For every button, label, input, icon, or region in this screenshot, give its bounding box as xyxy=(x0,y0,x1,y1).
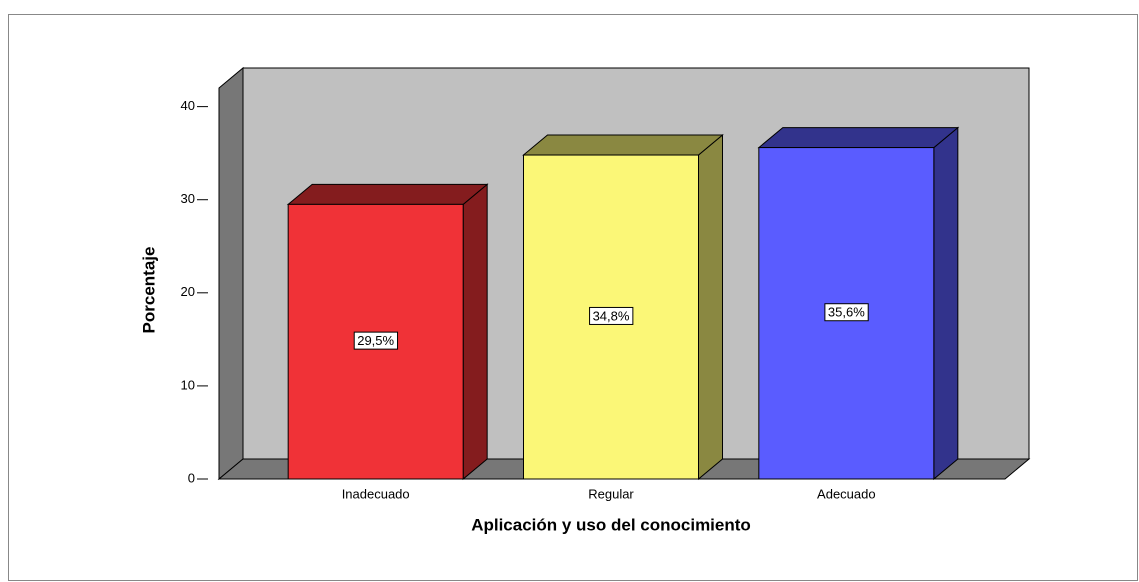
bar-side xyxy=(933,126,959,481)
y-tick-label: 40 xyxy=(181,98,195,113)
bar-side xyxy=(698,133,723,481)
value-label: 34,8% xyxy=(593,308,630,323)
bar-side xyxy=(462,183,488,481)
value-label: 35,6% xyxy=(828,305,865,320)
y-tick-label: 20 xyxy=(181,284,195,299)
value-label-box xyxy=(824,303,869,322)
bar-top xyxy=(757,127,960,149)
side-wall xyxy=(218,66,244,481)
value-label-box xyxy=(353,331,399,350)
x-tick-label: Inadecuado xyxy=(342,486,410,501)
value-label: 29,5% xyxy=(357,333,394,348)
y-axis-title: Porcentaje xyxy=(139,247,158,334)
y-tick-label: 10 xyxy=(181,377,195,392)
bar-top xyxy=(286,183,489,205)
y-tick-label: 30 xyxy=(181,191,195,206)
x-tick-label: Adecuado xyxy=(817,486,876,501)
bar-top xyxy=(522,134,724,156)
x-tick-label: Regular xyxy=(588,486,634,501)
value-label-box xyxy=(589,306,634,325)
x-axis-title: Aplicación y uso del conocimiento xyxy=(471,515,751,534)
y-tick-label: 0 xyxy=(188,470,195,485)
